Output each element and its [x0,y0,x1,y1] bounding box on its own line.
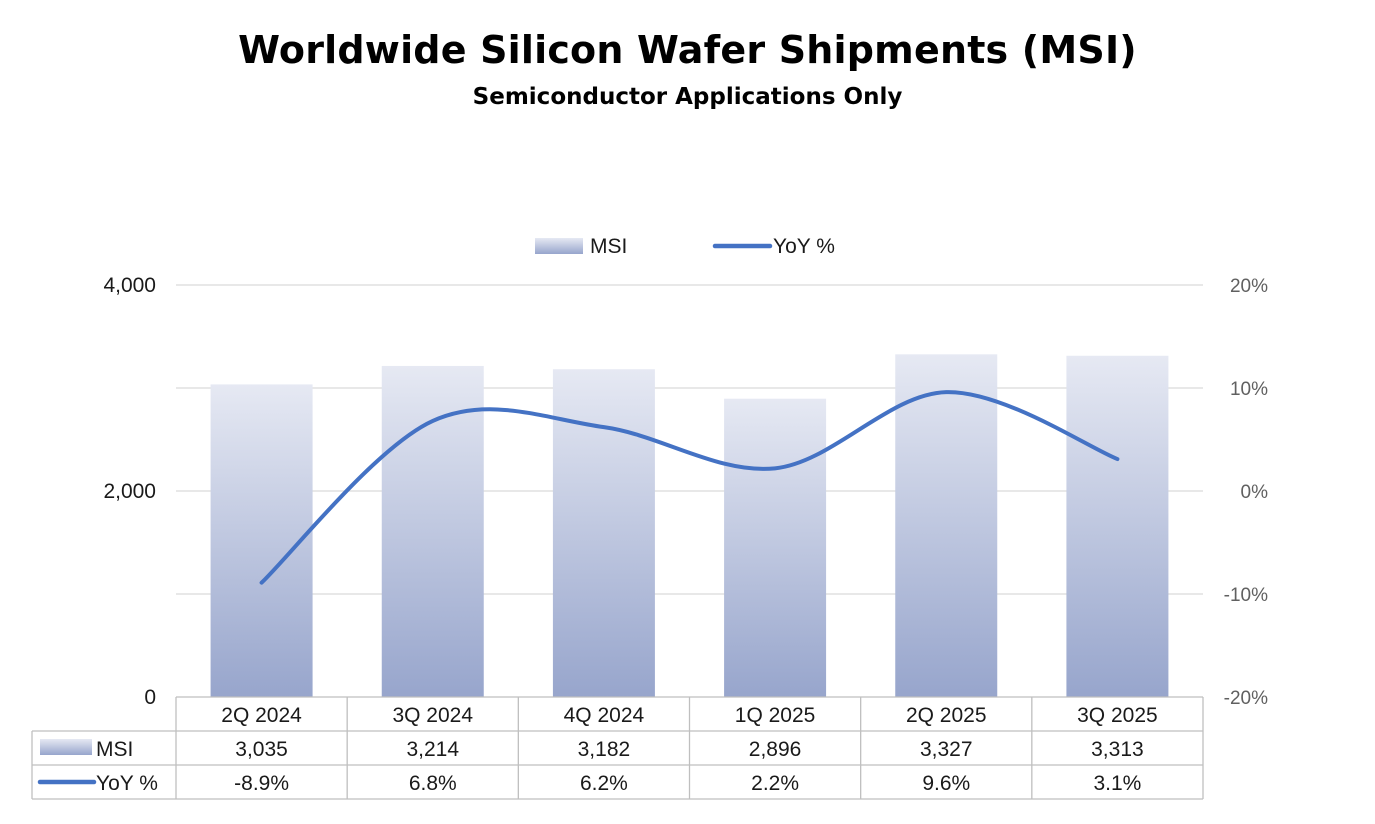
category-label: 4Q 2024 [564,704,645,727]
chart-subtitle: Semiconductor Applications Only [472,84,903,110]
data-label-msi: 3,327 [920,738,973,761]
bar-msi [895,354,998,697]
data-label-yoy: 6.2% [580,772,628,795]
data-label-yoy: -8.9% [234,772,289,795]
bar-msi [210,384,313,697]
legend-label-yoy: YoY % [773,235,835,258]
table-swatch-msi [40,739,92,755]
left-axis-tick-label: 2,000 [103,480,156,503]
category-label: 3Q 2025 [1077,704,1158,727]
bar-msi [552,369,655,697]
table-row-label-msi: MSI [96,738,133,761]
bar-msi [724,398,827,697]
left-axis-tick-label: 0 [144,686,156,709]
category-label: 1Q 2025 [735,704,816,727]
data-label-msi: 3,035 [235,738,288,761]
category-label: 2Q 2024 [221,704,302,727]
data-label-yoy: 3.1% [1093,772,1141,795]
category-label: 2Q 2025 [906,704,987,727]
category-label: 3Q 2024 [392,704,473,727]
right-axis-tick-label: 20% [1230,276,1268,297]
right-axis-tick-label: 0% [1241,482,1269,503]
legend-swatch-msi [535,238,583,254]
left-axis-tick-label: 4,000 [103,274,156,297]
right-axis-tick-label: 10% [1230,379,1268,400]
data-label-yoy: 6.8% [409,772,457,795]
data-label-yoy: 9.6% [922,772,970,795]
bar-msi [381,365,484,697]
right-axis-tick-label: -20% [1224,688,1268,709]
data-label-msi: 3,313 [1091,738,1144,761]
data-label-msi: 3,182 [578,738,631,761]
chart-title: Worldwide Silicon Wafer Shipments (MSI) [238,28,1137,72]
data-label-msi: 2,896 [749,738,802,761]
right-axis-tick-label: -10% [1224,585,1268,606]
data-label-yoy: 2.2% [751,772,799,795]
data-label-msi: 3,214 [406,738,459,761]
line-yoy [259,390,1120,585]
legend-label-msi: MSI [590,235,627,258]
table-row-label-yoy: YoY % [96,772,158,795]
bar-msi [1066,355,1169,697]
